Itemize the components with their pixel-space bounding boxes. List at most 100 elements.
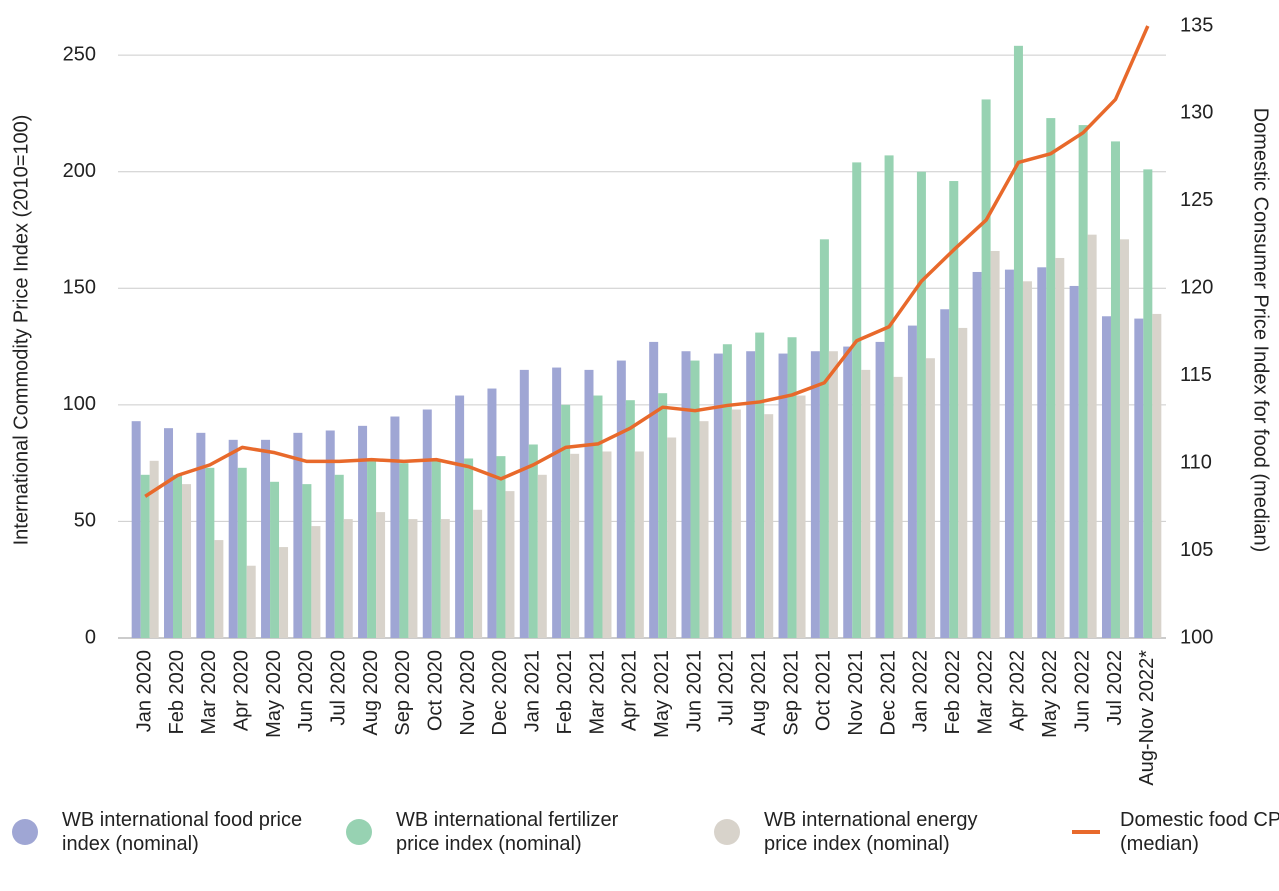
bar — [925, 358, 935, 638]
x-tick-label: Feb 2022 — [942, 650, 964, 735]
bar — [616, 360, 626, 638]
bar — [713, 353, 723, 638]
bar — [528, 444, 538, 638]
x-tick-label: Jun 2021 — [683, 650, 705, 732]
x-tick-label: Jun 2022 — [1071, 650, 1093, 732]
bar — [376, 512, 386, 638]
x-tick-label: Jul 2022 — [1104, 650, 1126, 726]
bar — [140, 474, 150, 638]
bar — [496, 456, 506, 638]
x-tick-label: May 2020 — [263, 650, 285, 738]
x-tick-label: Mar 2021 — [586, 650, 608, 735]
y-tick-label: 50 — [74, 510, 96, 532]
x-tick-label: Apr 2021 — [619, 650, 641, 731]
x-tick-label: Sep 2020 — [392, 650, 414, 736]
x-tick-label: Feb 2020 — [166, 650, 188, 735]
x-tick-label: Jul 2021 — [716, 650, 738, 726]
y-tick-label: 200 — [63, 160, 96, 182]
bar — [990, 250, 1000, 639]
bar — [1101, 316, 1111, 638]
bar — [681, 351, 691, 638]
bar — [505, 491, 515, 638]
legend-swatch — [1072, 830, 1100, 834]
x-tick-label: Nov 2020 — [457, 650, 479, 736]
bar — [422, 409, 432, 638]
y-tick-label: 0 — [85, 626, 96, 648]
bar — [302, 484, 312, 638]
x-tick-label: Sep 2021 — [780, 650, 802, 736]
bar — [658, 393, 668, 638]
bar — [602, 451, 612, 638]
x-tick-label: Jan 2022 — [910, 650, 932, 732]
bar — [1143, 169, 1153, 638]
x-tick-label: Apr 2022 — [1007, 650, 1029, 731]
x-tick-label: Nov 2021 — [845, 650, 867, 736]
bar — [1119, 239, 1129, 638]
bar — [1013, 45, 1023, 639]
legend-item: WB international energy price index (nom… — [714, 808, 1024, 856]
bar — [182, 484, 192, 638]
legend-label: Domestic food CPI (median) — [1120, 809, 1279, 855]
bar — [843, 346, 853, 638]
line — [144, 25, 1150, 498]
x-tick-label: Jun 2020 — [295, 650, 317, 732]
bar — [164, 428, 174, 638]
x-tick-label: May 2022 — [1039, 650, 1061, 738]
x-tick-label: Oct 2020 — [425, 650, 447, 731]
bar — [764, 414, 774, 638]
bar — [625, 400, 635, 638]
bar — [270, 481, 280, 638]
y2-tick-label: 115 — [1180, 364, 1212, 386]
bar — [237, 467, 247, 638]
y2-tick-label: 105 — [1180, 539, 1213, 561]
y-tick-label: 100 — [63, 393, 96, 415]
y2-tick-label: 100 — [1180, 626, 1213, 648]
bar — [722, 344, 732, 638]
bar — [205, 467, 215, 638]
bar — [584, 369, 594, 638]
x-tick-label: Feb 2021 — [554, 650, 576, 735]
bar — [1078, 125, 1088, 639]
bar — [367, 460, 377, 638]
bar — [1004, 269, 1014, 638]
y2-tick-label: 110 — [1180, 451, 1212, 473]
x-tick-label: Jan 2021 — [522, 650, 544, 732]
x-tick-label: Aug 2021 — [748, 650, 770, 736]
y2-axis-title: Domestic Consumer Price Index for food (… — [1250, 108, 1272, 553]
bar — [228, 439, 238, 638]
bar — [325, 430, 335, 638]
bar — [358, 425, 368, 638]
bar — [149, 460, 159, 638]
bar — [343, 519, 353, 638]
bar — [464, 458, 474, 638]
legend-label: WB international food price index (nomin… — [62, 809, 303, 855]
bar — [399, 463, 409, 638]
bar — [1134, 318, 1144, 638]
bar — [916, 171, 926, 638]
bar — [196, 432, 206, 638]
y2-tick-label: 125 — [1180, 189, 1213, 211]
bar — [852, 162, 862, 639]
x-tick-label: Jul 2020 — [328, 650, 350, 726]
bar — [649, 341, 659, 638]
legend-swatch — [714, 819, 740, 845]
bar — [1046, 118, 1056, 638]
bar — [334, 474, 344, 638]
bar — [537, 474, 547, 638]
bar — [214, 540, 224, 638]
bar — [390, 416, 400, 638]
bar — [593, 395, 603, 638]
bar — [746, 351, 756, 638]
x-tick-label: Oct 2021 — [813, 650, 835, 731]
y2-tick-label: 120 — [1180, 277, 1213, 299]
bar — [473, 509, 483, 638]
bar — [440, 519, 450, 638]
bar — [293, 432, 303, 638]
x-tick-label: Mar 2022 — [974, 650, 996, 735]
x-tick-label: Dec 2021 — [877, 650, 899, 736]
bar — [861, 369, 871, 638]
bar — [1037, 267, 1047, 638]
bar — [246, 565, 256, 638]
bar — [1087, 234, 1097, 639]
bar — [940, 309, 950, 638]
